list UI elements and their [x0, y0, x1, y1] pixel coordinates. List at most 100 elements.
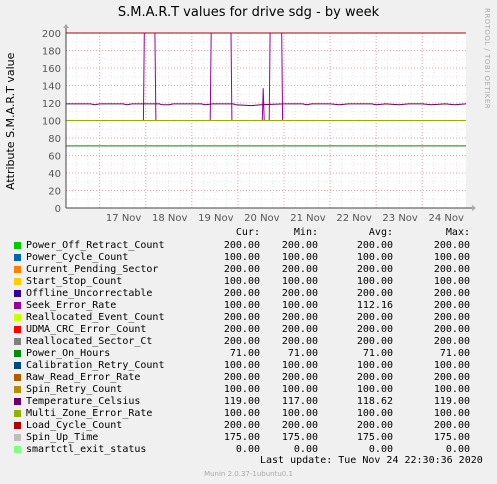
legend-value-avg: 200.00	[356, 240, 393, 251]
x-tick-label: 21 Nov	[290, 213, 326, 224]
legend-value-avg: 100.00	[356, 408, 393, 419]
legend-value-max: 200.00	[433, 264, 470, 275]
legend-value-max: 100.00	[433, 408, 470, 419]
legend-value-cur: 175.00	[223, 432, 260, 443]
legend-value-max: 200.00	[433, 240, 470, 251]
legend-value-min: 200.00	[281, 264, 318, 275]
legend-value-avg: 200.00	[356, 324, 393, 335]
legend-value-max: 200.00	[433, 300, 470, 311]
legend-value-min: 200.00	[281, 420, 318, 431]
legend-swatch	[14, 314, 21, 321]
legend-value-avg: 0.00	[368, 444, 393, 455]
legend-label: Spin_Retry_Count	[26, 384, 123, 395]
x-tick-label: 24 Nov	[429, 213, 465, 224]
legend-value-max: 200.00	[433, 372, 470, 383]
legend-value-max: 100.00	[433, 360, 470, 371]
legend-swatch	[14, 434, 21, 441]
legend-value-min: 175.00	[281, 432, 318, 443]
legend-swatch	[14, 266, 21, 273]
legend-value-avg: 200.00	[356, 372, 393, 383]
legend-value-min: 100.00	[281, 408, 318, 419]
legend-value-min: 200.00	[281, 312, 318, 323]
y-tick-label: 20	[48, 187, 61, 198]
x-tick-label: 22 Nov	[336, 213, 372, 224]
y-tick-label: 80	[48, 134, 61, 145]
legend-label: Multi_Zone_Error_Rate	[26, 408, 153, 419]
y-axis-arrow	[63, 24, 69, 28]
y-tick-label: 140	[42, 82, 61, 93]
legend-value-avg: 200.00	[356, 288, 393, 299]
legend-value-max: 100.00	[433, 252, 470, 263]
legend-value-max: 200.00	[433, 336, 470, 347]
legend-label: Raw_Read_Error_Rate	[26, 372, 141, 383]
legend-value-avg: 100.00	[356, 276, 393, 287]
legend-value-cur: 200.00	[223, 288, 260, 299]
legend-value-max: 200.00	[433, 324, 470, 335]
legend-label: Start_Stop_Count	[26, 276, 123, 287]
legend-value-avg: 200.00	[356, 312, 393, 323]
x-tick-label: 19 Nov	[198, 213, 234, 224]
legend-value-min: 200.00	[281, 324, 318, 335]
legend-label: UDMA_CRC_Error_Count	[26, 324, 147, 335]
legend-value-avg: 200.00	[356, 264, 393, 275]
last-update: Last update: Tue Nov 24 22:30:36 2020	[260, 455, 483, 466]
legend-swatch	[14, 386, 21, 393]
legend-value-cur: 100.00	[223, 300, 260, 311]
legend-value-cur: 100.00	[223, 384, 260, 395]
legend-value-cur: 200.00	[223, 372, 260, 383]
legend-value-cur: 200.00	[223, 312, 260, 323]
legend-header-avg: Avg:	[368, 227, 393, 238]
legend-value-avg: 100.00	[356, 252, 393, 263]
legend-value-min: 71.00	[287, 348, 318, 359]
x-axis-arrow	[472, 205, 476, 211]
legend-swatch	[14, 338, 21, 345]
legend-value-max: 100.00	[433, 384, 470, 395]
x-tick-label: 18 Nov	[152, 213, 188, 224]
x-tick-label: 23 Nov	[382, 213, 418, 224]
legend-value-min: 100.00	[281, 384, 318, 395]
legend-value-avg: 200.00	[356, 336, 393, 347]
y-tick-label: 40	[48, 169, 61, 180]
legend-swatch	[14, 398, 21, 405]
legend-header-cur: Cur:	[235, 227, 260, 238]
y-tick-label: 200	[42, 29, 61, 40]
legend-value-min: 200.00	[281, 336, 318, 347]
y-tick-label: 120	[42, 99, 61, 110]
legend-value-max: 200.00	[433, 420, 470, 431]
legend-value-min: 100.00	[281, 360, 318, 371]
x-tick-label: 20 Nov	[244, 213, 280, 224]
legend-value-avg: 118.62	[356, 396, 393, 407]
legend-swatch	[14, 350, 21, 357]
legend-swatch	[14, 446, 21, 453]
legend-swatch	[14, 254, 21, 261]
legend-header-max: Max:	[445, 227, 470, 238]
legend-value-avg: 100.00	[356, 360, 393, 371]
legend-value-min: 100.00	[281, 276, 318, 287]
legend-value-max: 119.00	[433, 396, 470, 407]
y-tick-label: 100	[42, 117, 61, 128]
legend-value-max: 71.00	[439, 348, 470, 359]
y-tick-label: 160	[42, 64, 61, 75]
chart-title: S.M.A.R.T values for drive sdg - by week	[117, 5, 380, 20]
rrdtool-credit: RRDTOOL / TOBI OETIKER	[483, 8, 491, 110]
legend-label: Spin_Up_Time	[26, 432, 99, 443]
legend-value-max: 175.00	[433, 432, 470, 443]
y-tick-label: 60	[48, 152, 61, 163]
legend-value-cur: 100.00	[223, 360, 260, 371]
legend-swatch	[14, 422, 21, 429]
legend-value-cur: 200.00	[223, 264, 260, 275]
legend-value-cur: 0.00	[235, 444, 260, 455]
legend-value-min: 100.00	[281, 252, 318, 263]
legend-value-max: 200.00	[433, 288, 470, 299]
legend-value-cur: 100.00	[223, 276, 260, 287]
legend-value-cur: 71.00	[229, 348, 260, 359]
x-tick-label: 17 Nov	[106, 213, 142, 224]
legend-value-min: 100.00	[281, 300, 318, 311]
legend-swatch	[14, 302, 21, 309]
legend-value-cur: 100.00	[223, 252, 260, 263]
legend-label: Calibration_Retry_Count	[26, 360, 165, 371]
legend-label: Temperature_Celsius	[26, 396, 141, 407]
legend-swatch	[14, 290, 21, 297]
legend-label: Reallocated_Sector_Ct	[26, 336, 153, 347]
